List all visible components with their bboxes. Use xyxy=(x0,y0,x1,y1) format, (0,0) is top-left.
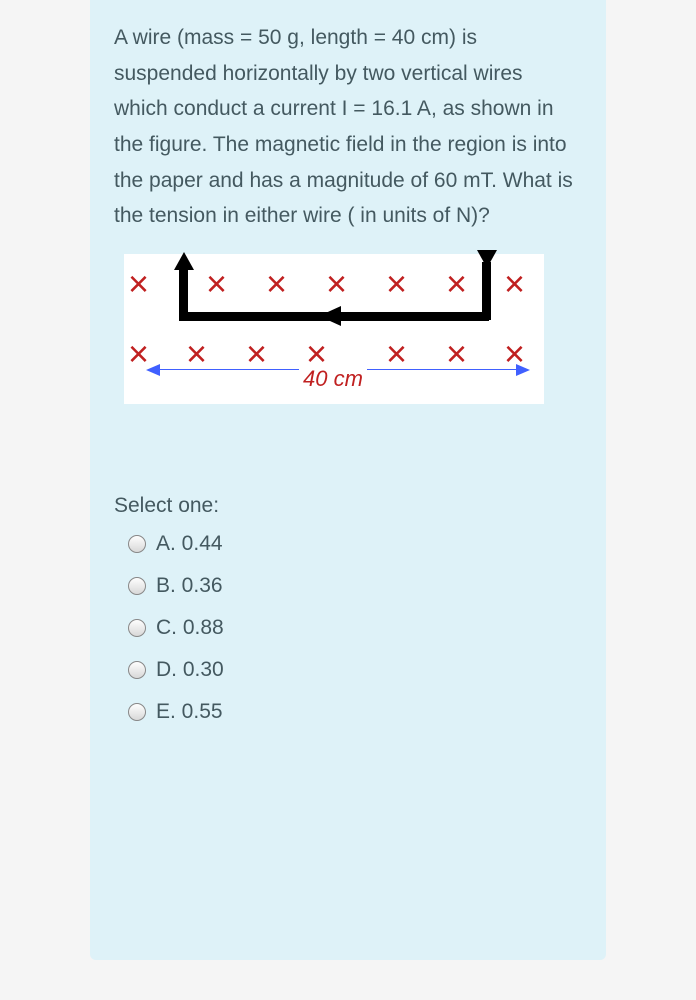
option-a[interactable]: A. 0.44 xyxy=(128,532,582,556)
option-c[interactable]: C. 0.88 xyxy=(128,616,582,640)
option-d[interactable]: D. 0.30 xyxy=(128,658,582,682)
field-x-icon: × xyxy=(446,266,467,302)
option-label: E. 0.55 xyxy=(156,700,223,724)
field-x-icon: × xyxy=(186,336,207,372)
field-x-icon: × xyxy=(128,266,149,302)
option-e[interactable]: E. 0.55 xyxy=(128,700,582,724)
radio-icon[interactable] xyxy=(128,619,146,637)
dimension-label: 40 cm xyxy=(299,366,367,392)
option-label: B. 0.36 xyxy=(156,574,223,598)
dimension-arrow-right xyxy=(516,364,530,376)
physics-diagram: × × × × × × × × × × × × × × 40 cm xyxy=(124,254,544,404)
dimension-arrow-left xyxy=(146,364,160,376)
radio-icon[interactable] xyxy=(128,703,146,721)
field-x-icon: × xyxy=(386,336,407,372)
field-x-icon: × xyxy=(504,266,525,302)
field-x-icon: × xyxy=(206,266,227,302)
current-arrow-left xyxy=(319,306,341,326)
radio-icon[interactable] xyxy=(128,661,146,679)
field-x-icon: × xyxy=(446,336,467,372)
option-label: C. 0.88 xyxy=(156,616,224,640)
option-label: A. 0.44 xyxy=(156,532,223,556)
current-arrow-down xyxy=(477,250,497,268)
field-x-icon: × xyxy=(326,266,347,302)
select-prompt: Select one: xyxy=(114,494,582,518)
field-x-icon: × xyxy=(246,336,267,372)
field-x-icon: × xyxy=(386,266,407,302)
question-text: A wire (mass = 50 g, length = 40 cm) is … xyxy=(114,20,582,234)
question-card: A wire (mass = 50 g, length = 40 cm) is … xyxy=(90,0,606,960)
radio-icon[interactable] xyxy=(128,577,146,595)
field-x-icon: × xyxy=(266,266,287,302)
option-label: D. 0.30 xyxy=(156,658,224,682)
current-arrow-up xyxy=(174,252,194,270)
option-b[interactable]: B. 0.36 xyxy=(128,574,582,598)
radio-icon[interactable] xyxy=(128,535,146,553)
